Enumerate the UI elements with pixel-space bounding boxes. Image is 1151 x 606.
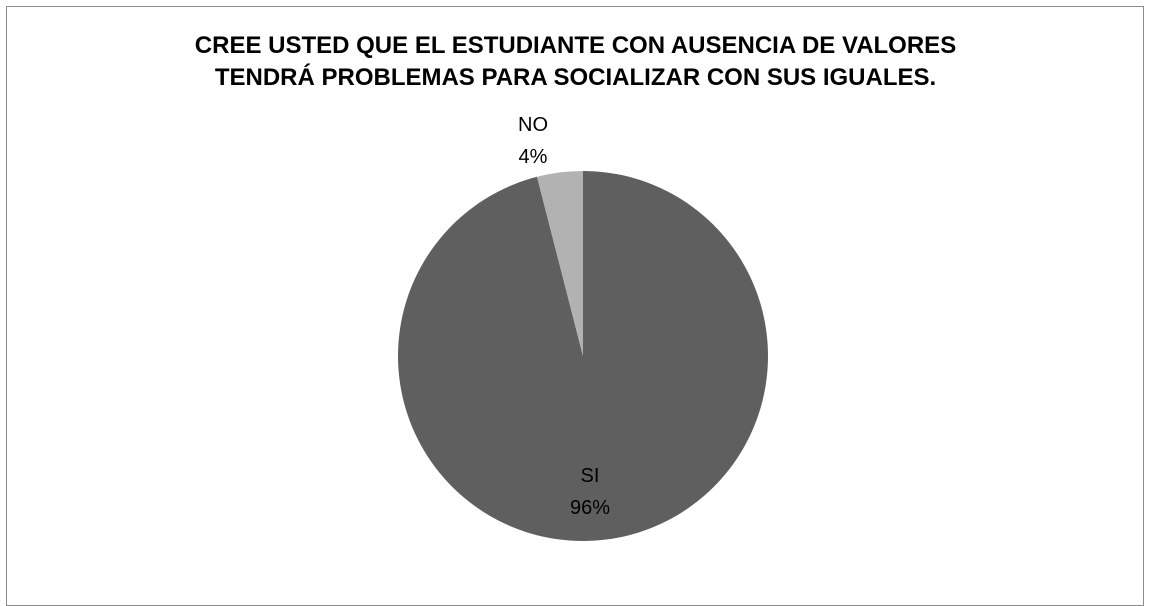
slice-label-si: SI	[581, 465, 600, 487]
pie-labels: SI 96% NO 4%	[518, 114, 610, 519]
slice-percent-si: 96%	[570, 497, 610, 519]
chart-title: CREE USTED QUE EL ESTUDIANTE CON AUSENCI…	[0, 30, 1151, 94]
pie-slices	[398, 170, 768, 542]
pie-slice-no	[536, 171, 583, 356]
chart-title-line-2: TENDRÁ PROBLEMAS PARA SOCIALIZAR CON SUS…	[214, 64, 937, 91]
slice-label-no: NO	[518, 114, 548, 136]
slice-percent-no: 4%	[519, 146, 548, 168]
chart-title-line-1: CREE USTED QUE EL ESTUDIANTE CON AUSENCI…	[194, 32, 957, 59]
